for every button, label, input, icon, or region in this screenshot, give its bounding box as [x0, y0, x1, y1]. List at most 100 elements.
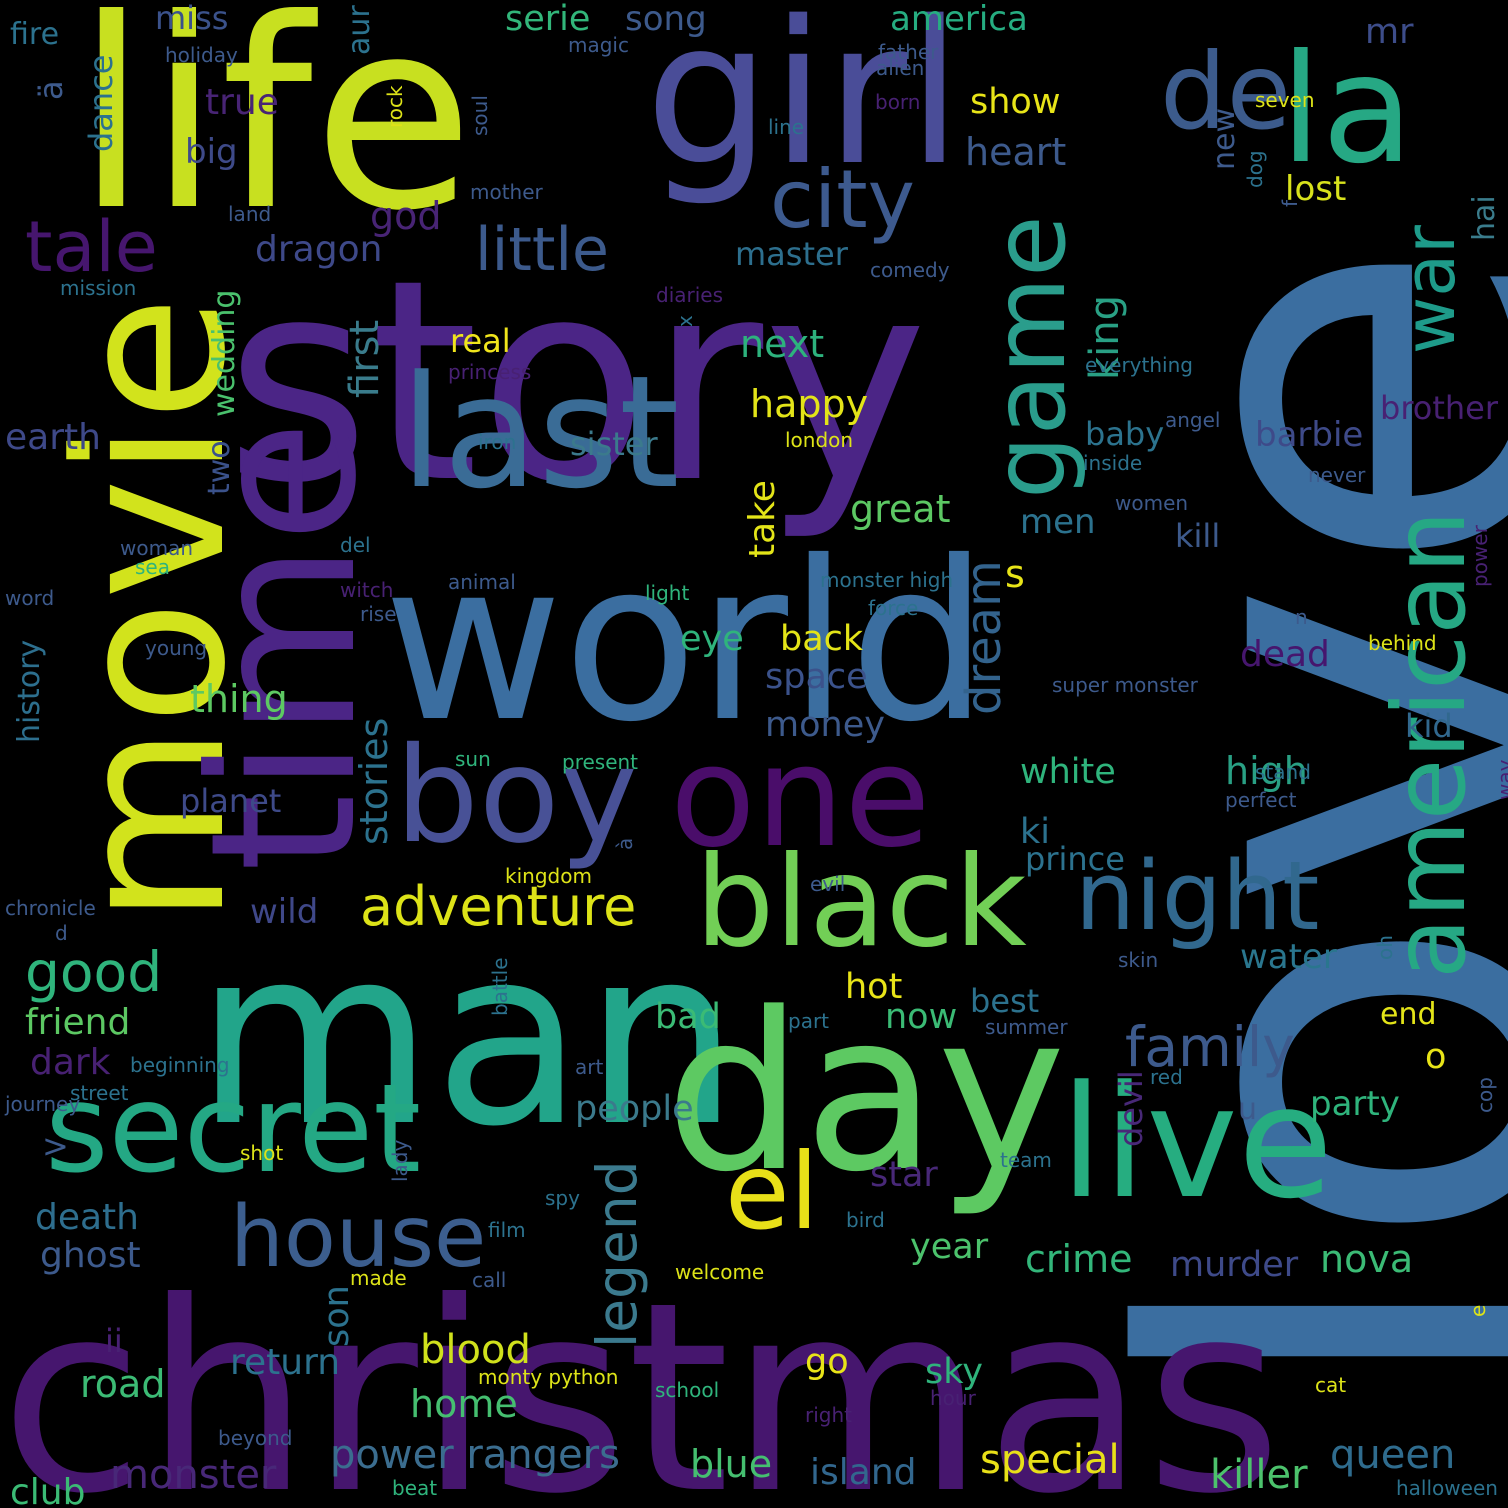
word-mother: mother [470, 180, 543, 204]
word-perfect: perfect [1225, 788, 1297, 812]
word-take: take [742, 479, 783, 558]
word-school: school [655, 1378, 720, 1402]
word-kill: kill [1175, 517, 1221, 555]
word-girl: girl [645, 0, 963, 209]
word-f: f [1278, 199, 1302, 208]
word-adventure: adventure [360, 875, 637, 938]
word-beat: beat [392, 1476, 438, 1500]
word-everything: everything [1085, 353, 1193, 377]
word-now: now [885, 997, 958, 1037]
word-kingdom: kingdom [505, 864, 592, 888]
word-game: game [971, 214, 1088, 499]
word-devil: devil [1112, 1070, 1150, 1147]
word-brother: brother [1380, 389, 1499, 427]
word-made: made [350, 1266, 407, 1290]
word-battle: battle [488, 957, 512, 1017]
word-born: born [875, 90, 921, 114]
word-thing: thing [190, 677, 288, 721]
word-kid: kid [1405, 707, 1453, 745]
word-woman: woman [120, 536, 194, 560]
word-x: x [673, 314, 697, 327]
word-planet: planet [180, 782, 282, 820]
word-word: word [5, 586, 55, 610]
word-baby: baby [1085, 415, 1165, 453]
word-go: go [805, 1342, 849, 1382]
word-stories: stories [352, 717, 396, 846]
word-witch: witch [340, 578, 394, 602]
word-true: true [205, 82, 279, 123]
word-e: e [1466, 1304, 1490, 1318]
word-wild: wild [250, 892, 319, 932]
word-diaries: diaries [656, 283, 724, 307]
word-london: london [785, 428, 854, 452]
word-two: two [202, 439, 237, 495]
word-oh: oh [1373, 934, 1397, 960]
word-bird: bird [846, 1208, 885, 1232]
word-sky: sky [925, 1352, 983, 1392]
word-return: return [230, 1342, 341, 1383]
word-soul: soul [468, 94, 492, 136]
word-people: people [575, 1089, 694, 1129]
word-home: home [410, 1382, 518, 1426]
word-rock: rock [383, 84, 407, 128]
word-crime: crime [1025, 1237, 1133, 1281]
word-symbol: > [42, 1127, 69, 1165]
word-prince: prince [1025, 840, 1125, 878]
word-happy: happy [750, 382, 869, 426]
word-hai: hai [1467, 194, 1502, 241]
word-back: back [780, 619, 864, 659]
word-behind: behind [1368, 631, 1437, 655]
word-road: road [80, 1362, 166, 1406]
word-good: good [25, 940, 163, 1004]
word-shot: shot [240, 1141, 284, 1165]
word-ghost: ghost [40, 1235, 141, 1276]
word-alien: alien [876, 56, 925, 80]
word-art: art [575, 1055, 604, 1079]
word-night: night [1075, 842, 1320, 952]
word-line: line [768, 115, 805, 139]
word-live: live [1060, 1052, 1334, 1233]
word-great: great [850, 487, 951, 531]
word-queen: queen [1330, 1432, 1456, 1478]
word-friend: friend [25, 1002, 131, 1043]
word-d: d [55, 921, 68, 945]
word-mission: mission [60, 276, 137, 300]
word-call: call [472, 1268, 507, 1292]
word-big: big [185, 132, 238, 172]
word-summer: summer [985, 1015, 1068, 1039]
word-right: right [805, 1403, 852, 1427]
word-end: end [1380, 997, 1437, 1032]
word-blue: blue [690, 1442, 773, 1486]
word-beyond: beyond [218, 1426, 293, 1450]
word-city: city [770, 153, 915, 246]
word-legend: legend [585, 1159, 649, 1348]
word-bad: bad [655, 997, 721, 1037]
word-man: man [195, 895, 740, 1180]
word-master: master [735, 235, 848, 273]
word-secret: secret [45, 1058, 422, 1200]
word-iron: iron [478, 430, 517, 454]
word-force: force [868, 596, 919, 620]
word-dance: dance [82, 55, 120, 153]
word-next: next [740, 322, 825, 366]
word-la: la [1280, 23, 1414, 197]
word-murder: murder [1170, 1245, 1299, 1285]
word-symbol: à [613, 837, 637, 851]
word-dark: dark [30, 1042, 111, 1083]
word-lady: lady [388, 1140, 412, 1183]
word-sun: sun [455, 747, 491, 771]
word-comedy: comedy [870, 258, 950, 282]
word-film: film [488, 1218, 526, 1242]
word-seven: seven [1255, 88, 1315, 112]
word-evil: evil [810, 872, 846, 896]
word-christmas: christmas [0, 1246, 1283, 1508]
word-war: war [1389, 224, 1471, 354]
word-island: island [810, 1452, 917, 1493]
word-del: del [340, 533, 371, 557]
word-part: part [788, 1009, 830, 1033]
word-monster-high: monster high [820, 568, 954, 592]
word-rise: rise [360, 602, 397, 626]
word-young: young [145, 636, 208, 660]
word-world: world [383, 514, 989, 770]
word-son: son [317, 1284, 357, 1347]
